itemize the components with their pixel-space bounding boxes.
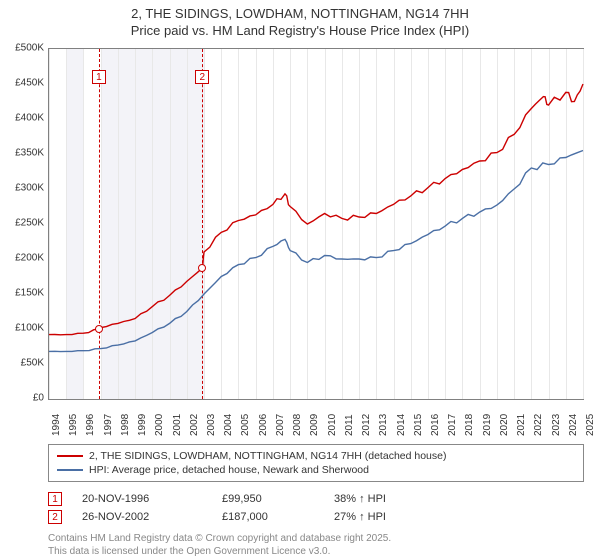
x-tick-label: 2023: [551, 414, 562, 436]
x-tick-label: 1995: [68, 414, 79, 436]
legend-label-2: HPI: Average price, detached house, Newa…: [89, 464, 369, 476]
y-tick-label: £300K: [15, 183, 44, 194]
sale-date: 26-NOV-2002: [82, 511, 202, 523]
legend-swatch-2: [57, 469, 83, 471]
footer-line-2: This data is licensed under the Open Gov…: [48, 545, 584, 558]
x-tick-label: 1997: [103, 414, 114, 436]
y-tick-label: £150K: [15, 288, 44, 299]
x-tick-label: 2009: [309, 414, 320, 436]
title-line-1: 2, THE SIDINGS, LOWDHAM, NOTTINGHAM, NG1…: [0, 6, 600, 23]
x-tick-label: 2025: [585, 414, 596, 436]
x-tick-label: 1999: [137, 414, 148, 436]
sale-date: 20-NOV-1996: [82, 493, 202, 505]
y-tick-label: £500K: [15, 43, 44, 54]
x-tick-label: 2014: [396, 414, 407, 436]
x-tick-label: 2015: [413, 414, 424, 436]
sale-price: £187,000: [222, 511, 314, 523]
x-tick-label: 2006: [258, 414, 269, 436]
x-tick-label: 1994: [51, 414, 62, 436]
x-tick-label: 2013: [378, 414, 389, 436]
x-tick-label: 1996: [85, 414, 96, 436]
series-line: [49, 84, 583, 335]
attribution-footer: Contains HM Land Registry data © Crown c…: [48, 532, 584, 558]
line-layer: [49, 49, 583, 399]
y-tick-label: £350K: [15, 148, 44, 159]
x-tick-label: 2010: [327, 414, 338, 436]
x-tick-label: 2005: [240, 414, 251, 436]
series-line: [49, 151, 583, 352]
x-tick-label: 2022: [533, 414, 544, 436]
x-tick-label: 2000: [154, 414, 165, 436]
sale-row: 1 20-NOV-1996 £99,950 38% ↑ HPI: [48, 490, 584, 508]
y-axis: £0£50K£100K£150K£200K£250K£300K£350K£400…: [0, 48, 46, 400]
y-tick-label: £50K: [21, 358, 44, 369]
x-tick-label: 2001: [172, 414, 183, 436]
plot-area: 12: [48, 48, 584, 400]
y-tick-label: £100K: [15, 323, 44, 334]
x-tick-label: 2002: [189, 414, 200, 436]
x-tick-label: 2003: [206, 414, 217, 436]
x-tick-label: 2018: [464, 414, 475, 436]
x-tick-label: 2007: [275, 414, 286, 436]
legend-item-1: 2, THE SIDINGS, LOWDHAM, NOTTINGHAM, NG1…: [57, 449, 575, 463]
x-tick-label: 2017: [447, 414, 458, 436]
y-tick-label: £450K: [15, 78, 44, 89]
event-point-dot: [198, 264, 206, 272]
x-tick-label: 2012: [361, 414, 372, 436]
x-tick-label: 2016: [430, 414, 441, 436]
y-tick-label: £400K: [15, 113, 44, 124]
sale-marker: 2: [48, 510, 62, 524]
sale-marker: 1: [48, 492, 62, 506]
title-line-2: Price paid vs. HM Land Registry's House …: [0, 23, 600, 40]
chart-container: 2, THE SIDINGS, LOWDHAM, NOTTINGHAM, NG1…: [0, 0, 600, 560]
x-tick-label: 2004: [223, 414, 234, 436]
x-tick-label: 2011: [344, 414, 355, 436]
sale-row: 2 26-NOV-2002 £187,000 27% ↑ HPI: [48, 508, 584, 526]
x-tick-label: 2008: [292, 414, 303, 436]
y-tick-label: £250K: [15, 218, 44, 229]
x-axis: 1994 1995 1996 1997 1998 1999 2000 2001 2002 2003…: [48, 402, 584, 442]
sales-table: 1 20-NOV-1996 £99,950 38% ↑ HPI 2 26-NOV-2002…: [48, 490, 584, 526]
y-tick-label: £0: [33, 393, 44, 404]
x-tick-label: 2021: [516, 414, 527, 436]
sale-delta: 27% ↑ HPI: [334, 511, 414, 523]
y-tick-label: £200K: [15, 253, 44, 264]
x-tick-label: 2020: [499, 414, 510, 436]
x-tick-label: 1998: [120, 414, 131, 436]
legend-box: 2, THE SIDINGS, LOWDHAM, NOTTINGHAM, NG1…: [48, 444, 584, 482]
gridline-v: [583, 49, 584, 399]
sale-delta: 38% ↑ HPI: [334, 493, 414, 505]
legend-area: 2, THE SIDINGS, LOWDHAM, NOTTINGHAM, NG1…: [48, 444, 584, 558]
x-tick-label: 2024: [568, 414, 579, 436]
sale-price: £99,950: [222, 493, 314, 505]
event-marker-box: 2: [195, 70, 209, 84]
footer-line-1: Contains HM Land Registry data © Crown c…: [48, 532, 584, 545]
legend-label-1: 2, THE SIDINGS, LOWDHAM, NOTTINGHAM, NG1…: [89, 450, 446, 462]
legend-swatch-1: [57, 455, 83, 457]
legend-item-2: HPI: Average price, detached house, Newa…: [57, 463, 575, 477]
x-tick-label: 2019: [482, 414, 493, 436]
event-marker-box: 1: [92, 70, 106, 84]
chart-title: 2, THE SIDINGS, LOWDHAM, NOTTINGHAM, NG1…: [0, 0, 600, 40]
event-point-dot: [95, 325, 103, 333]
